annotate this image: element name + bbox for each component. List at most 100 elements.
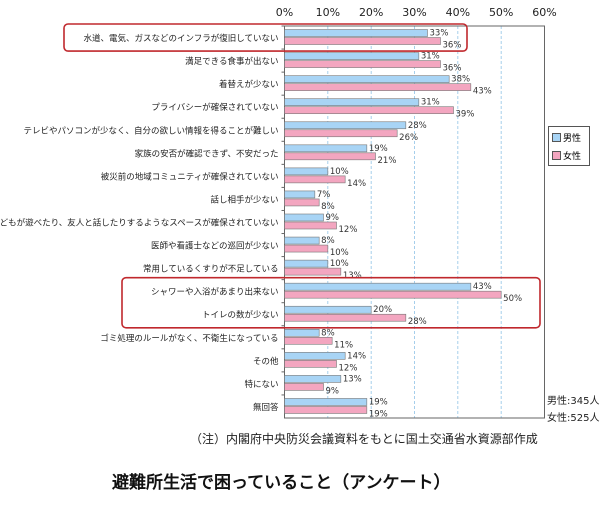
category-label: 水道、電気、ガスなどのインフラが復旧していない xyxy=(84,33,279,44)
bar-female xyxy=(284,106,454,115)
data-label: 20% xyxy=(373,305,392,315)
category-label: 話し相手が少ない xyxy=(210,194,278,205)
legend-label-male: 男性 xyxy=(563,133,582,144)
bar-female xyxy=(284,175,346,184)
data-label: 21% xyxy=(378,156,397,166)
data-label: 8% xyxy=(321,328,335,338)
data-label: 13% xyxy=(343,271,362,281)
data-label: 9% xyxy=(326,386,340,396)
category-label: 無回答 xyxy=(253,402,279,413)
data-label: 31% xyxy=(421,52,440,62)
bar-male xyxy=(284,375,342,383)
sample-female: 女性:525人 xyxy=(547,413,600,424)
data-label: 33% xyxy=(430,29,449,39)
highlight-box xyxy=(63,23,468,52)
data-label: 14% xyxy=(347,351,366,361)
data-label: 28% xyxy=(408,317,427,327)
data-label: 43% xyxy=(473,282,492,292)
x-tick-label: 50% xyxy=(489,6,513,19)
bar-male xyxy=(284,213,324,222)
legend-label-female: 女性 xyxy=(563,151,582,162)
bar-male xyxy=(284,398,368,406)
x-tick-label: 40% xyxy=(446,6,470,19)
bar-female xyxy=(284,129,398,138)
source-note: （注）内閣府中央防災会議資料をもとに国土交通省水資源部作成 xyxy=(190,432,538,446)
bar-male xyxy=(284,75,450,83)
bar-male xyxy=(284,98,420,107)
bar-female xyxy=(284,221,337,230)
bar-male xyxy=(284,352,346,360)
bar-female xyxy=(284,244,329,253)
bar-female xyxy=(284,360,337,368)
data-label: 13% xyxy=(343,374,362,384)
data-label: 7% xyxy=(317,190,331,200)
data-label: 28% xyxy=(408,121,427,131)
data-label: 8% xyxy=(321,202,335,212)
legend-item-male: 男性 xyxy=(552,129,589,145)
bar-female xyxy=(284,37,441,45)
data-label: 14% xyxy=(347,179,366,189)
category-label: シャワーや入浴があまり出来ない xyxy=(151,287,279,298)
category-label: 常用しているくすりが不足している xyxy=(143,264,279,275)
category-label: 医師や看護士などの巡回が少ない xyxy=(151,241,279,252)
category-label: 家族の安否が確認できず、不安だった xyxy=(135,148,279,159)
legend-item-female: 女性 xyxy=(552,147,589,163)
category-label: 被災前の地域コミュニティが確保されていない xyxy=(101,171,279,182)
bar-male xyxy=(284,144,368,153)
x-tick-label: 60% xyxy=(532,6,556,19)
data-label: 50% xyxy=(503,294,522,304)
category-label: その他 xyxy=(253,356,279,367)
x-tick-label: 0% xyxy=(276,6,293,19)
legend-swatch-male xyxy=(552,132,561,142)
bar-male xyxy=(284,52,420,60)
bar-male xyxy=(284,190,316,199)
data-label: 39% xyxy=(456,110,475,120)
bar-female xyxy=(284,336,333,345)
data-label: 19% xyxy=(369,397,388,407)
data-label: 26% xyxy=(399,133,418,143)
bar-female xyxy=(284,83,472,91)
category-label: トイレの数が少ない xyxy=(202,310,279,321)
data-label: 36% xyxy=(443,41,462,51)
legend-swatch-female xyxy=(552,150,561,160)
data-label: 36% xyxy=(443,64,462,74)
bar-female xyxy=(284,406,368,414)
bar-female xyxy=(284,152,376,161)
category-label: 特にない xyxy=(244,379,278,390)
data-label: 9% xyxy=(326,213,340,223)
bar-male xyxy=(284,236,320,245)
bar-female xyxy=(284,60,441,68)
category-label: 子どもが遊べたり、友人と話したりするようなスペースが確保されていない xyxy=(0,218,279,229)
bar-female xyxy=(284,383,324,391)
data-label: 11% xyxy=(334,340,353,350)
bar-female xyxy=(284,313,407,322)
data-label: 8% xyxy=(321,236,335,246)
data-label: 10% xyxy=(330,167,349,177)
x-tick-label: 20% xyxy=(359,6,383,19)
bar-female xyxy=(284,290,502,299)
bar-female xyxy=(284,198,320,207)
legend: 男性 女性 xyxy=(548,126,590,166)
category-label: プライバシーが確保されていない xyxy=(151,102,278,113)
bar-male xyxy=(284,259,329,268)
highlight-box xyxy=(121,276,541,329)
data-label: 19% xyxy=(369,409,388,419)
category-label: ゴミ処理のルールがなく、不衛生になっている xyxy=(100,333,278,344)
data-label: 31% xyxy=(421,98,440,108)
data-label: 12% xyxy=(339,225,358,235)
x-tick-label: 10% xyxy=(316,6,340,19)
data-label: 10% xyxy=(330,248,349,258)
bar-male xyxy=(284,305,372,314)
bar-male xyxy=(284,328,320,337)
category-label: テレビやパソコンが少なく、自分の欲しい情報を得ることが難しい xyxy=(23,125,278,136)
bar-male xyxy=(284,167,329,176)
data-label: 12% xyxy=(339,363,358,373)
category-label: 満足できる食事が出ない xyxy=(185,56,278,67)
data-label: 10% xyxy=(330,259,349,269)
bar-male xyxy=(284,121,407,130)
data-label: 43% xyxy=(473,87,492,97)
sample-male: 男性:345人 xyxy=(547,396,600,407)
bar-male xyxy=(284,29,428,37)
